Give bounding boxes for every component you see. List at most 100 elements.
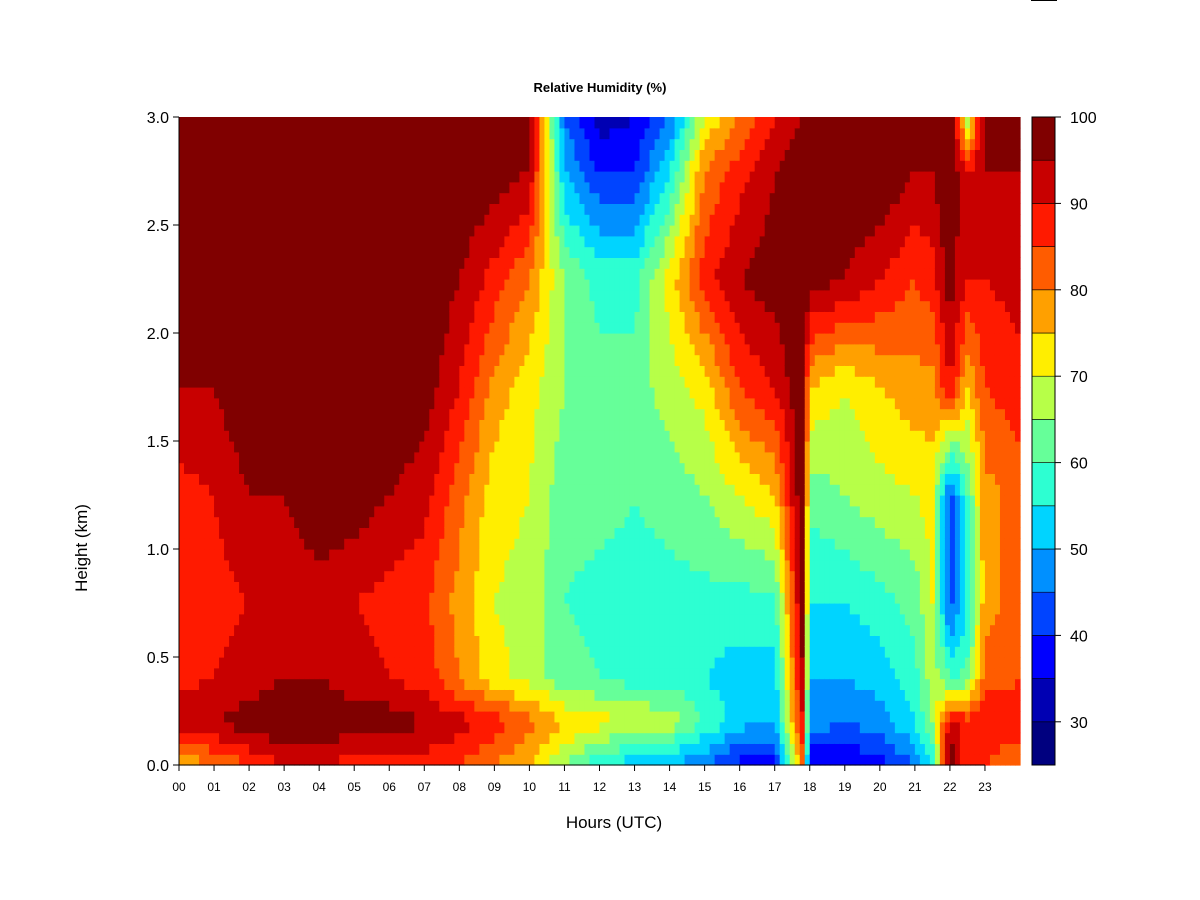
heatmap-cell	[514, 505, 521, 518]
heatmap-cell	[549, 527, 556, 539]
heatmap-cell	[569, 711, 576, 723]
heatmap-cell	[469, 354, 475, 366]
heatmap-cell	[514, 743, 521, 755]
heatmap-cell	[224, 289, 230, 302]
heatmap-cell	[539, 214, 546, 226]
heatmap-cell	[424, 397, 430, 410]
heatmap-cell	[459, 711, 465, 723]
heatmap-cell	[479, 257, 485, 269]
heatmap-cell	[449, 603, 455, 615]
heatmap-cell	[544, 268, 551, 280]
heatmap-cell	[344, 527, 350, 539]
heatmap-cell	[549, 441, 556, 453]
heatmap-cell	[319, 473, 325, 485]
heatmap-cell	[194, 192, 200, 204]
heatmap-cell	[179, 354, 185, 366]
heatmap-cell	[354, 387, 360, 399]
heatmap-cell	[479, 462, 485, 474]
heatmap-cell	[219, 538, 225, 550]
heatmap-cell	[419, 300, 425, 312]
heatmap-cell	[534, 235, 541, 248]
heatmap-cell	[559, 171, 566, 183]
heatmap-cell	[279, 171, 285, 183]
heatmap-cell	[394, 700, 400, 712]
heatmap-cell	[574, 181, 581, 194]
heatmap-cell	[509, 473, 515, 485]
heatmap-cell	[394, 678, 400, 690]
heatmap-cell	[299, 376, 305, 388]
heatmap-cell	[194, 473, 200, 485]
heatmap-cell	[299, 322, 305, 334]
heatmap-cell	[414, 127, 420, 140]
heatmap-cell	[554, 192, 561, 204]
heatmap-cell	[309, 127, 315, 140]
heatmap-cell	[559, 257, 566, 269]
heatmap-cell	[579, 505, 586, 518]
heatmap-cell	[229, 516, 235, 528]
heatmap-cell	[569, 570, 576, 582]
heatmap-cell	[249, 689, 255, 701]
heatmap-cell	[549, 300, 556, 312]
heatmap-cell	[359, 387, 365, 399]
heatmap-cell	[594, 700, 601, 712]
heatmap-cell	[324, 268, 330, 280]
heatmap-cell	[389, 667, 395, 680]
heatmap-cell	[564, 527, 571, 539]
heatmap-cell	[304, 473, 310, 485]
heatmap-cell	[314, 549, 320, 561]
heatmap-cell	[249, 376, 255, 388]
heatmap-cell	[269, 365, 275, 377]
heatmap-cell	[204, 311, 210, 323]
heatmap-cell	[399, 635, 405, 647]
heatmap-cell	[374, 624, 380, 636]
heatmap-cell	[234, 678, 240, 690]
heatmap-cell	[549, 451, 556, 464]
heatmap-cell	[594, 646, 601, 658]
heatmap-cell	[329, 678, 335, 690]
heatmap-cell	[294, 214, 300, 226]
heatmap-cell	[204, 354, 210, 366]
heatmap-cell	[569, 743, 576, 755]
heatmap-cell	[439, 538, 445, 550]
heatmap-cell	[404, 419, 410, 431]
heatmap-cell	[469, 203, 475, 215]
heatmap-cell	[459, 689, 465, 701]
heatmap-cell	[474, 732, 480, 744]
heatmap-cell	[574, 721, 581, 734]
heatmap-cell	[484, 700, 490, 712]
heatmap-cell	[399, 538, 405, 550]
heatmap-cell	[459, 127, 465, 140]
heatmap-cell	[314, 397, 320, 410]
heatmap-cell	[304, 732, 310, 744]
heatmap-cell	[449, 343, 455, 356]
heatmap-cell	[204, 484, 210, 496]
heatmap-cell	[454, 473, 460, 485]
heatmap-cell	[319, 354, 325, 366]
heatmap-cell	[379, 430, 385, 442]
heatmap-cell	[489, 624, 495, 636]
heatmap-cell	[249, 225, 255, 237]
heatmap-cell	[339, 268, 345, 280]
heatmap-cell	[389, 268, 395, 280]
heatmap-cell	[274, 214, 280, 226]
heatmap-cell	[524, 235, 531, 248]
heatmap-cell	[414, 646, 420, 658]
heatmap-cell	[534, 581, 541, 593]
heatmap-cell	[394, 235, 400, 248]
heatmap-cell	[424, 527, 430, 539]
heatmap-cell	[484, 516, 490, 528]
heatmap-cell	[404, 657, 410, 669]
heatmap-cell	[364, 657, 370, 669]
heatmap-cell	[354, 624, 360, 636]
heatmap-cell	[584, 678, 591, 690]
heatmap-cell	[574, 343, 581, 356]
heatmap-cell	[584, 214, 591, 226]
heatmap-cell	[384, 527, 390, 539]
heatmap-cell	[329, 203, 335, 215]
heatmap-cell	[389, 300, 395, 312]
heatmap-cell	[449, 408, 455, 420]
heatmap-cell	[264, 667, 270, 680]
heatmap-cell	[354, 225, 360, 237]
heatmap-cell	[494, 138, 500, 150]
heatmap-cell	[314, 430, 320, 442]
